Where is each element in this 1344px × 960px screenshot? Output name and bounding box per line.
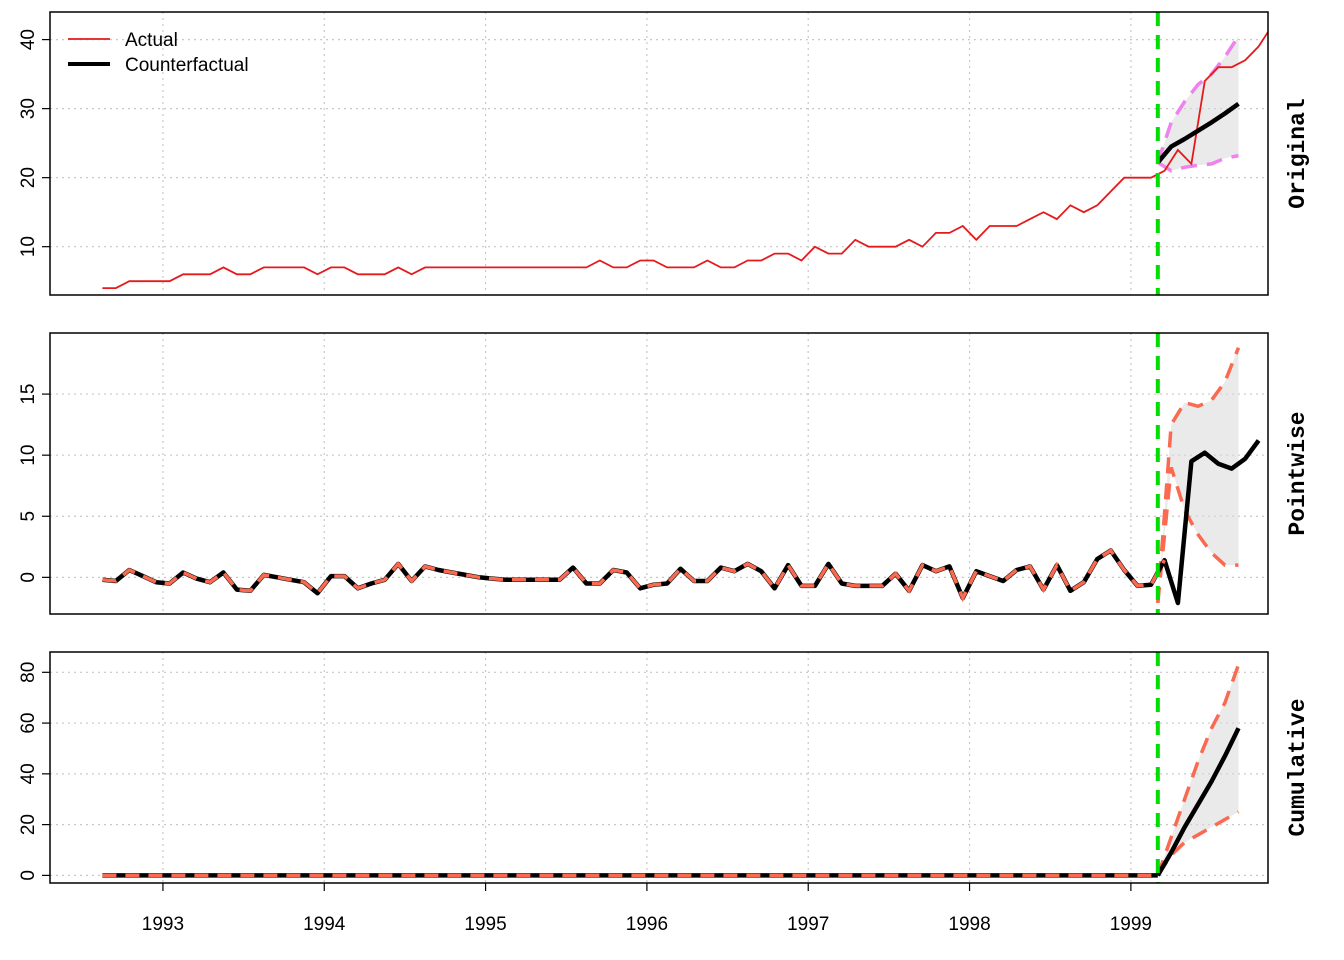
plot-frame: [49, 651, 1269, 884]
y-axis: 0 20 40 60 80: [18, 662, 50, 881]
x-tick-label: 1993: [142, 914, 184, 935]
actual-line: [102, 30, 1268, 290]
confidence-band: [1157, 36, 1239, 171]
upper-bound-line: [1156, 35, 1240, 164]
series-layer: [102, 12, 1268, 295]
counterfactual-line: [1156, 101, 1240, 164]
confidence-band: [1157, 347, 1239, 603]
legend-actual-label: Actual: [125, 30, 178, 51]
x-tick-label: 1999: [1110, 914, 1152, 935]
y-tick-label: 0: [18, 572, 39, 583]
band: [1157, 36, 1239, 171]
y-axis: 10 20 30 40: [18, 29, 50, 257]
y-tick-label: 15: [18, 384, 39, 405]
x-axis: 1993 1994 1995 1996 1997 1998 1999: [142, 883, 1152, 935]
series-layer: [102, 333, 1261, 614]
panel-original: 10 20 30 40 Original Actual Counterfactual: [18, 11, 1311, 296]
y-tick-label: 60: [18, 713, 39, 734]
y-tick-label: 20: [18, 167, 39, 188]
legend-counterfactual-label: Counterfactual: [125, 55, 249, 76]
y-tick-label: 5: [18, 511, 39, 522]
x-tick-label: 1997: [787, 914, 829, 935]
grid: [50, 12, 1268, 295]
x-tick-label: 1994: [303, 914, 346, 935]
lower-bound-line: [1156, 153, 1239, 173]
grid: [50, 652, 1268, 883]
panel-label: Original: [1285, 98, 1311, 208]
panel-label: Cumulative: [1285, 698, 1311, 836]
y-tick-label: 80: [18, 662, 39, 683]
y-tick-label: 30: [18, 98, 39, 119]
legend: Actual Counterfactual: [68, 30, 249, 76]
y-axis: 0 5 10 15: [18, 384, 50, 583]
lower-bound-line: [1156, 810, 1240, 877]
lower-bound-line: [1156, 466, 1239, 604]
x-tick-label: 1995: [464, 914, 506, 935]
y-tick-label: 40: [18, 763, 39, 784]
x-tick-label: 1996: [626, 914, 668, 935]
plot-frame: [49, 11, 1269, 296]
cumulative-line: [1155, 727, 1241, 877]
effect-line: [102, 439, 1261, 606]
plot-frame: [49, 332, 1269, 615]
y-tick-label: 10: [18, 445, 39, 466]
y-tick-label: 20: [18, 814, 39, 835]
band: [1157, 347, 1239, 603]
upper-bound-line: [1156, 347, 1241, 604]
upper-bound-line: [1156, 664, 1241, 876]
y-tick-label: 0: [18, 870, 39, 881]
panel-pointwise: 0 5 10 15 Pointwise: [18, 332, 1311, 615]
y-tick-label: 10: [18, 236, 39, 257]
pre-period-bound-line: [102, 548, 1167, 603]
grid: [50, 333, 1268, 614]
series-layer: [102, 652, 1241, 883]
y-tick-label: 40: [18, 29, 39, 50]
x-tick-label: 1998: [948, 914, 990, 935]
panel-label: Pointwise: [1285, 411, 1311, 535]
